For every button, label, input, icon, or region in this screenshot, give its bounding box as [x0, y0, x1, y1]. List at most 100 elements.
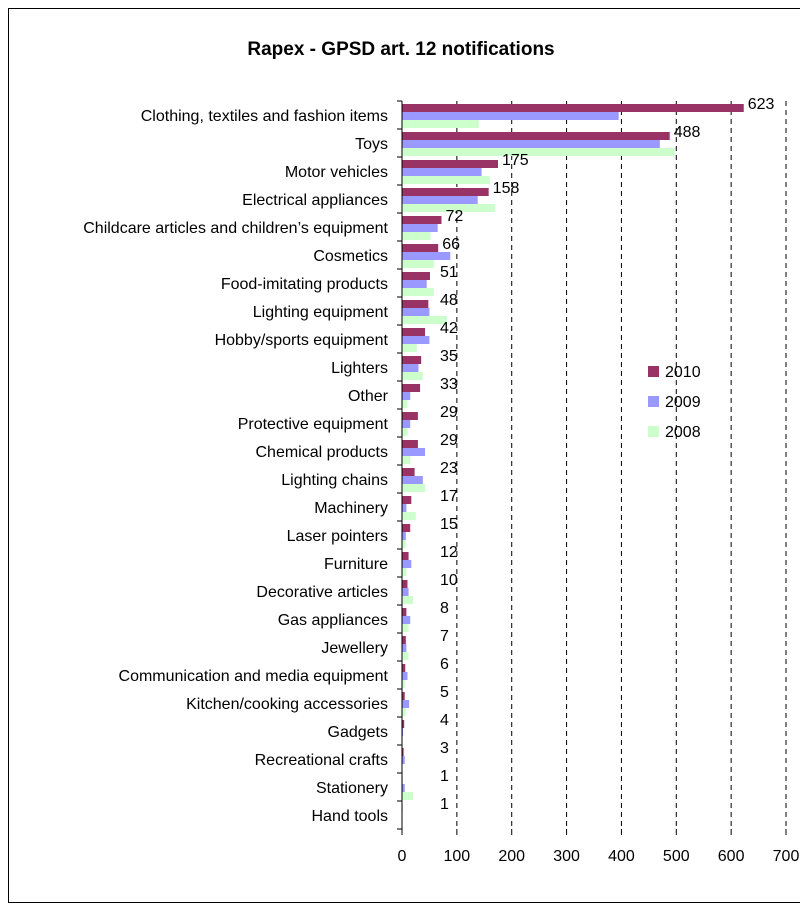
category-label: Decorative articles [256, 584, 388, 601]
bar-2009 [402, 224, 438, 232]
data-label: 175 [502, 152, 529, 169]
data-label: 17 [440, 488, 458, 505]
labels-layer: Clothing, textiles and fashion items623T… [83, 96, 774, 825]
bars-layer [402, 104, 744, 812]
category-label: Toys [355, 136, 388, 153]
bar-2008 [402, 652, 409, 660]
bar-2009 [402, 196, 478, 204]
bar-2010 [402, 580, 408, 588]
data-label: 12 [440, 544, 458, 561]
bar-2010 [402, 524, 411, 532]
chart-title: Rapex - GPSD art. 12 notifications [247, 39, 554, 60]
bar-2010 [402, 496, 412, 504]
data-label: 8 [440, 600, 449, 617]
category-label: Chemical products [256, 444, 389, 461]
bar-2010 [402, 720, 405, 728]
bar-2009 [402, 756, 405, 764]
category-label: Machinery [314, 500, 388, 517]
data-label: 3 [440, 740, 449, 757]
bar-2008 [402, 680, 405, 688]
bar-2009 [402, 308, 430, 316]
data-label: 1 [440, 796, 449, 813]
data-label: 48 [440, 292, 458, 309]
grid-layer [456, 101, 787, 829]
category-label: Furniture [324, 556, 388, 573]
data-label: 66 [442, 236, 460, 253]
bar-2009 [402, 420, 411, 428]
bar-2009 [402, 448, 426, 456]
bar-2010 [402, 356, 422, 364]
bar-2010 [402, 552, 409, 560]
legend-item: 2010 [648, 364, 701, 381]
data-label: 15 [440, 516, 458, 533]
category-label: Communication and media equipment [119, 668, 389, 685]
category-label: Stationery [316, 780, 388, 797]
data-label: 51 [440, 264, 458, 281]
x-tick-label: 0 [398, 848, 407, 865]
x-tick-label: 100 [444, 848, 471, 865]
bar-2009 [402, 364, 419, 372]
bar-2009 [402, 532, 406, 540]
category-label: Jewellery [321, 640, 388, 657]
bar-2008 [402, 120, 479, 128]
bar-2010 [402, 384, 421, 392]
bar-2008 [402, 148, 675, 156]
data-label: 42 [440, 320, 458, 337]
bar-2009 [402, 476, 423, 484]
bar-2008 [402, 540, 406, 548]
bar-2008 [402, 204, 496, 212]
bar-2009 [402, 644, 407, 652]
bar-2010 [402, 748, 404, 756]
legend-label: 2009 [665, 394, 701, 411]
category-label: Electrical appliances [242, 192, 388, 209]
category-label: Food-imitating products [221, 276, 388, 293]
bar-2008 [402, 456, 411, 464]
legend-label: 2008 [665, 424, 701, 441]
data-label: 4 [440, 712, 449, 729]
data-label: 158 [493, 180, 520, 197]
bar-2009 [402, 504, 407, 512]
bar-2010 [402, 412, 418, 420]
category-label: Gas appliances [278, 612, 388, 629]
x-tick-label: 700 [773, 848, 800, 865]
bar-2008 [402, 176, 490, 184]
bar-2008 [402, 316, 447, 324]
bar-2010 [402, 664, 406, 672]
bar-2009 [402, 784, 405, 792]
bar-2009 [402, 728, 404, 736]
category-label: Other [348, 388, 389, 405]
bar-2009 [402, 672, 408, 680]
category-label: Hand tools [312, 808, 389, 825]
bar-2008 [402, 400, 408, 408]
bar-2010 [402, 272, 430, 280]
category-label: Lighting chains [281, 472, 388, 489]
bar-2009 [402, 616, 411, 624]
data-label: 623 [748, 96, 775, 113]
data-label: 35 [440, 348, 458, 365]
bar-2008 [402, 372, 423, 380]
category-label: Kitchen/cooking accessories [186, 696, 388, 713]
bar-2008 [402, 260, 434, 268]
bar-2008 [402, 512, 416, 520]
bar-2009 [402, 112, 619, 120]
bar-2010 [402, 132, 670, 140]
category-label: Motor vehicles [285, 164, 388, 181]
bar-2009 [402, 392, 411, 400]
bar-2008 [402, 344, 417, 352]
bar-2008 [402, 792, 413, 800]
data-label: 10 [440, 572, 458, 589]
category-label: Lighters [331, 360, 388, 377]
bar-2009 [402, 588, 409, 596]
bar-2009 [402, 252, 451, 260]
axis-layer: 0 100 200 300 400 500 600 700 [397, 100, 800, 865]
legend-swatch [648, 426, 659, 437]
legend-swatch [648, 366, 659, 377]
data-label: 29 [440, 404, 458, 421]
bar-2008 [402, 484, 426, 492]
data-label: 72 [445, 208, 463, 225]
category-label: Recreational crafts [255, 752, 388, 769]
legend-label: 2010 [665, 364, 701, 381]
data-label: 23 [440, 460, 458, 477]
data-label: 6 [440, 656, 449, 673]
